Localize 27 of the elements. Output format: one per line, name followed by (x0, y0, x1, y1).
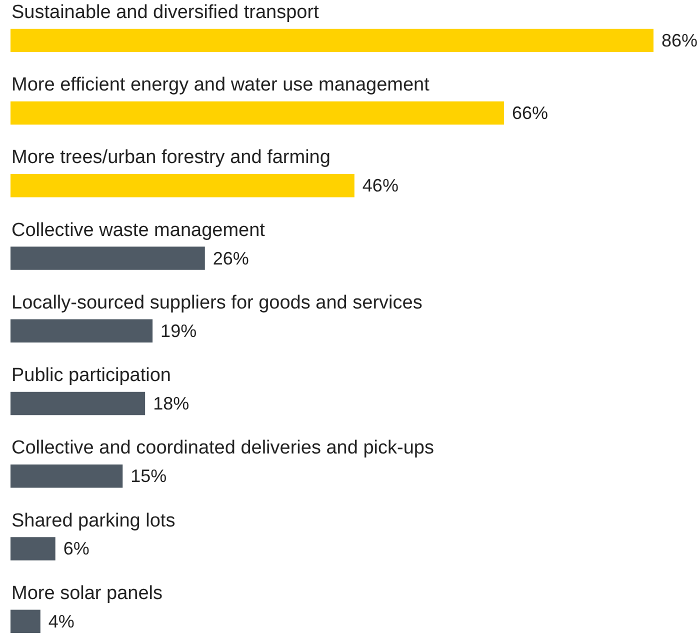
y-tick-label: Collective and coordinated deliveries and pick-ups (12, 438, 434, 459)
y-tick-label: Sustainable and diversified transport (12, 2, 320, 24)
data-label: 18% (153, 394, 190, 414)
y-tick-label: More solar panels (12, 582, 163, 604)
data-label: 46% (362, 176, 398, 196)
data-label: 19% (160, 320, 197, 341)
data-label: 66% (512, 103, 548, 124)
bar (10, 28, 654, 52)
y-tick-label: More trees/urban forestry and farming (12, 147, 330, 168)
bar (10, 392, 146, 416)
bar (10, 319, 153, 343)
data-label: 15% (130, 466, 167, 486)
bar (10, 174, 354, 198)
bar (10, 246, 205, 270)
bar (10, 101, 504, 125)
bar (10, 610, 40, 633)
data-label: 6% (63, 538, 90, 559)
data-label: 26% (212, 248, 249, 268)
y-tick-label: More efficient energy and water use management (12, 74, 430, 96)
bar (10, 537, 56, 560)
y-tick-label: Collective waste management (12, 220, 266, 241)
y-tick-label: Locally-sourced suppliers for goods and services (12, 292, 422, 314)
data-label: 4% (48, 611, 74, 632)
y-tick-label: Public participation (12, 365, 171, 386)
y-tick-label: Shared parking lots (12, 510, 176, 532)
data-label: 86% (661, 30, 698, 50)
bar (10, 464, 123, 488)
